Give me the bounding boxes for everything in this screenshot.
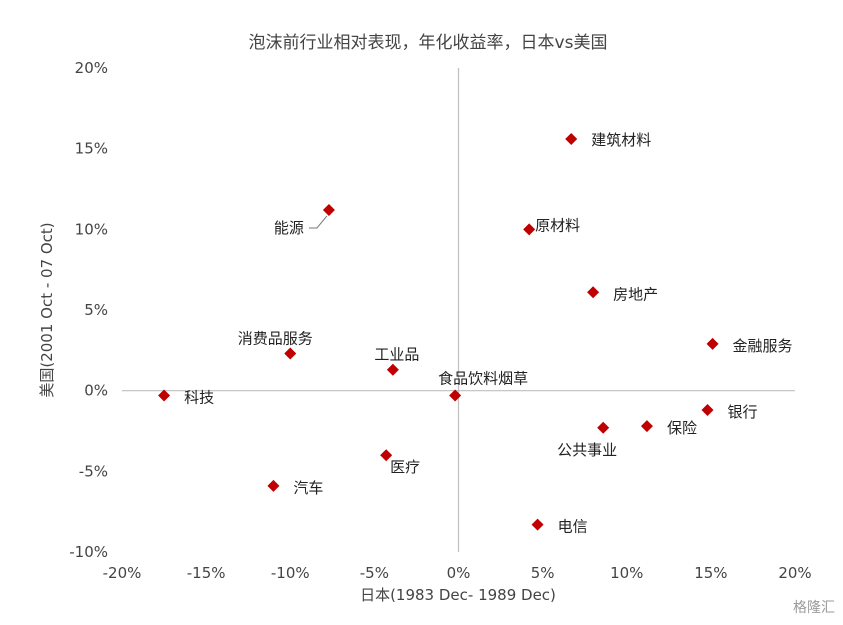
y-tick-label: -5% xyxy=(79,462,108,480)
x-tick-label: -10% xyxy=(271,564,310,582)
x-tick-label: 0% xyxy=(447,564,471,582)
point-label: 银行 xyxy=(728,403,758,421)
x-tick-label: 20% xyxy=(778,564,811,582)
y-tick-label: -10% xyxy=(69,543,108,561)
scatter-point xyxy=(565,132,578,145)
scatter-point xyxy=(380,449,393,462)
point-label: 食品饮料烟草 xyxy=(438,370,528,388)
point-label: 金融服务 xyxy=(733,337,793,355)
scatter-point xyxy=(322,203,335,216)
point-label: 汽车 xyxy=(293,479,323,497)
x-tick-label: 15% xyxy=(694,564,727,582)
x-tick-label: 10% xyxy=(610,564,643,582)
x-tick-label: -5% xyxy=(360,564,389,582)
point-label: 科技 xyxy=(184,389,214,407)
scatter-point xyxy=(640,420,653,433)
y-tick-label: 15% xyxy=(75,140,108,158)
x-tick-label: 5% xyxy=(531,564,555,582)
x-tick-label: -20% xyxy=(103,564,142,582)
scatter-point xyxy=(449,389,462,402)
point-label: 保险 xyxy=(667,419,697,437)
y-tick-label: 5% xyxy=(84,301,108,319)
point-label: 医疗 xyxy=(390,458,420,476)
y-axis-title: 美国(2001 Oct - 07 Oct) xyxy=(38,222,56,397)
point-label: 建筑材料 xyxy=(591,131,651,149)
point-label: 电信 xyxy=(558,518,588,536)
scatter-point xyxy=(706,337,719,350)
point-label: 房地产 xyxy=(613,285,658,303)
y-tick-label: 20% xyxy=(75,59,108,77)
point-label: 原材料 xyxy=(535,216,580,234)
scatter-point xyxy=(386,363,399,376)
chart-title: 泡沫前行业相对表现，年化收益率，日本vs美国 xyxy=(249,33,608,53)
scatter-point xyxy=(701,404,714,417)
leader-line xyxy=(308,215,328,229)
y-tick-label: 0% xyxy=(84,382,108,400)
scatter-point xyxy=(597,421,610,434)
x-tick-label: -15% xyxy=(187,564,226,582)
scatter-point xyxy=(587,286,600,299)
scatter-point xyxy=(284,347,297,360)
scatter-point xyxy=(158,389,171,402)
point-label: 能源 xyxy=(274,219,304,237)
scatter-point xyxy=(531,518,544,531)
watermark-logo: 格隆汇 xyxy=(793,600,835,616)
y-tick-label: 10% xyxy=(75,220,108,238)
point-label: 公共事业 xyxy=(557,441,617,459)
scatter-point xyxy=(523,223,536,236)
point-label: 工业品 xyxy=(374,346,419,364)
scatter-point xyxy=(267,479,280,492)
point-label: 消费品服务 xyxy=(238,330,313,348)
x-axis-title: 日本(1983 Dec- 1989 Dec) xyxy=(360,586,556,604)
